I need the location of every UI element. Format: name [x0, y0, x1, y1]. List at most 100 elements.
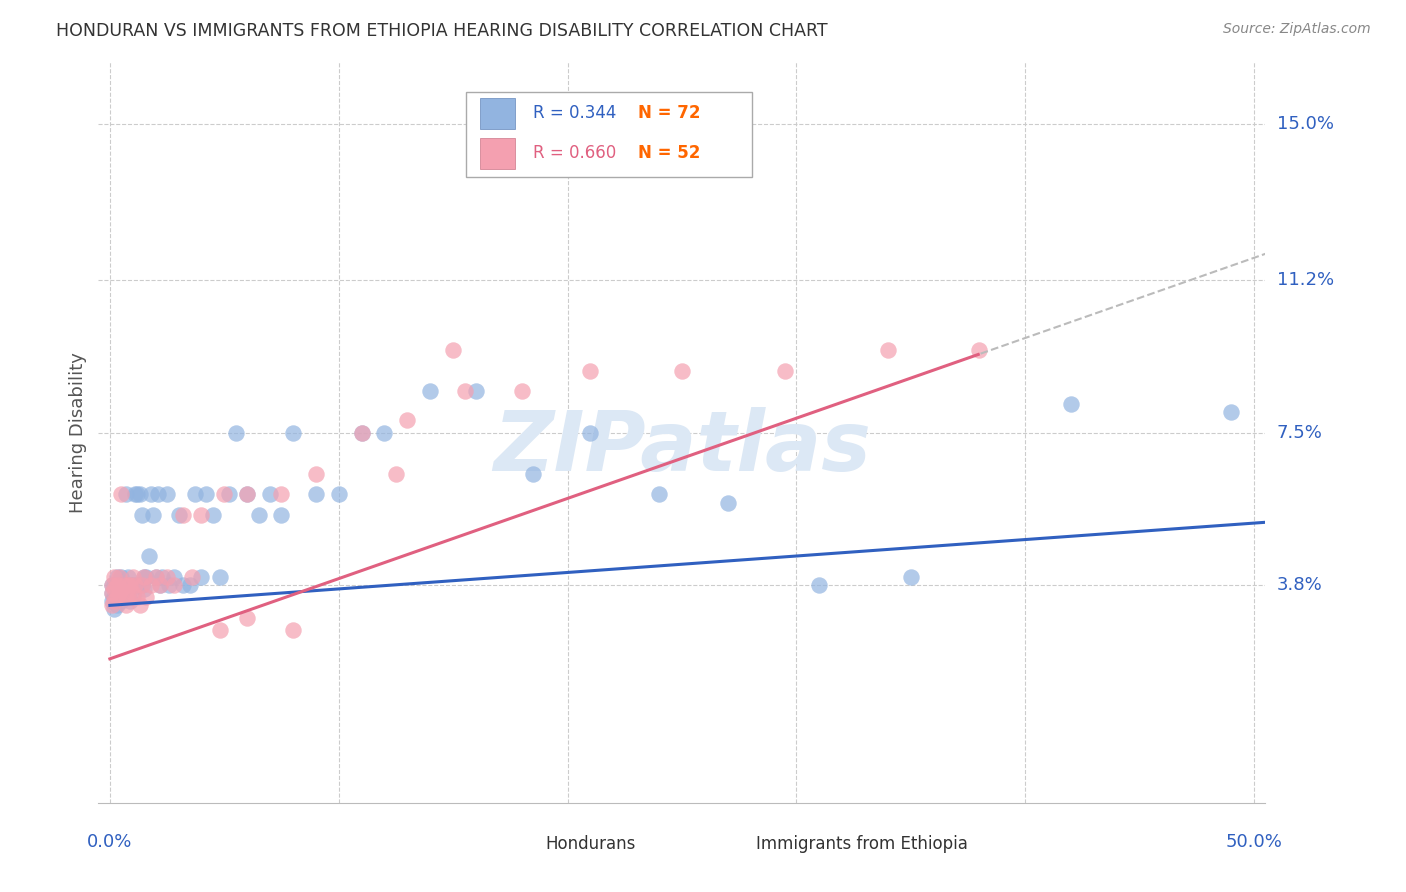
Point	[281, 425, 304, 440]
Point	[149, 578, 172, 592]
Point	[441, 343, 464, 358]
Point	[579, 425, 602, 440]
Point	[305, 487, 328, 501]
FancyBboxPatch shape	[465, 92, 752, 178]
Point	[671, 364, 693, 378]
Point	[270, 487, 292, 501]
Point	[110, 487, 132, 501]
Point	[105, 569, 128, 583]
Point	[808, 578, 831, 592]
Text: R = 0.344: R = 0.344	[533, 104, 616, 122]
Point	[121, 590, 143, 604]
Point	[138, 549, 160, 563]
Point	[149, 578, 172, 592]
Point	[117, 590, 139, 604]
Text: Hondurans: Hondurans	[546, 835, 637, 854]
Text: 3.8%: 3.8%	[1277, 576, 1322, 594]
Point	[163, 569, 186, 583]
Point	[969, 343, 991, 358]
FancyBboxPatch shape	[728, 832, 747, 856]
Point	[139, 487, 162, 501]
Point	[131, 508, 153, 522]
Point	[236, 611, 259, 625]
Point	[115, 590, 138, 604]
Point	[236, 487, 259, 501]
Text: ZIPatlas: ZIPatlas	[494, 407, 870, 488]
Point	[146, 487, 169, 501]
Point	[1220, 405, 1243, 419]
Point	[453, 384, 475, 399]
Point	[385, 467, 408, 481]
Point	[281, 623, 304, 637]
Point	[128, 599, 150, 613]
Point	[110, 594, 132, 608]
Point	[135, 569, 157, 583]
Point	[510, 384, 533, 399]
Point	[105, 586, 128, 600]
Point	[108, 590, 131, 604]
Point	[214, 487, 236, 501]
Point	[350, 425, 373, 440]
Point	[183, 487, 205, 501]
Point	[900, 569, 922, 583]
Point	[101, 578, 124, 592]
Point	[157, 578, 180, 592]
Point	[117, 578, 139, 592]
Point	[131, 578, 153, 592]
Point	[156, 487, 179, 501]
Y-axis label: Hearing Disability: Hearing Disability	[69, 352, 87, 513]
Text: Immigrants from Ethiopia: Immigrants from Ethiopia	[756, 835, 967, 854]
Point	[131, 578, 153, 592]
Point	[579, 364, 602, 378]
Point	[115, 578, 138, 592]
Point	[117, 569, 139, 583]
Point	[108, 569, 131, 583]
Point	[167, 508, 190, 522]
Point	[876, 343, 898, 358]
Point	[121, 569, 143, 583]
Point	[172, 508, 194, 522]
Point	[115, 599, 138, 613]
Point	[103, 582, 125, 596]
Text: HONDURAN VS IMMIGRANTS FROM ETHIOPIA HEARING DISABILITY CORRELATION CHART: HONDURAN VS IMMIGRANTS FROM ETHIOPIA HEA…	[56, 22, 828, 40]
Point	[208, 569, 231, 583]
Text: 15.0%: 15.0%	[1277, 115, 1333, 133]
Text: N = 52: N = 52	[637, 145, 700, 162]
Point	[112, 578, 135, 592]
Point	[120, 578, 142, 592]
Point	[259, 487, 281, 501]
Point	[112, 578, 135, 592]
Point	[110, 582, 132, 596]
Point	[101, 594, 124, 608]
Point	[236, 487, 259, 501]
Point	[110, 582, 132, 596]
Point	[108, 586, 131, 600]
Point	[105, 578, 128, 592]
Point	[103, 578, 125, 592]
Point	[717, 495, 740, 509]
Point	[121, 586, 143, 600]
Point	[156, 569, 179, 583]
Text: Source: ZipAtlas.com: Source: ZipAtlas.com	[1223, 22, 1371, 37]
Point	[101, 599, 124, 613]
Point	[101, 578, 124, 592]
Point	[305, 467, 328, 481]
Point	[152, 569, 174, 583]
Point	[225, 425, 247, 440]
Point	[181, 569, 204, 583]
Point	[108, 578, 131, 592]
Point	[208, 623, 231, 637]
Point	[127, 487, 149, 501]
FancyBboxPatch shape	[519, 832, 537, 856]
FancyBboxPatch shape	[479, 137, 515, 169]
Point	[101, 586, 124, 600]
Point	[350, 425, 373, 440]
Text: R = 0.660: R = 0.660	[533, 145, 616, 162]
Point	[218, 487, 240, 501]
Point	[373, 425, 395, 440]
Point	[270, 508, 292, 522]
Point	[1060, 397, 1083, 411]
Point	[134, 582, 156, 596]
Text: 0.0%: 0.0%	[87, 833, 132, 851]
Point	[110, 569, 132, 583]
